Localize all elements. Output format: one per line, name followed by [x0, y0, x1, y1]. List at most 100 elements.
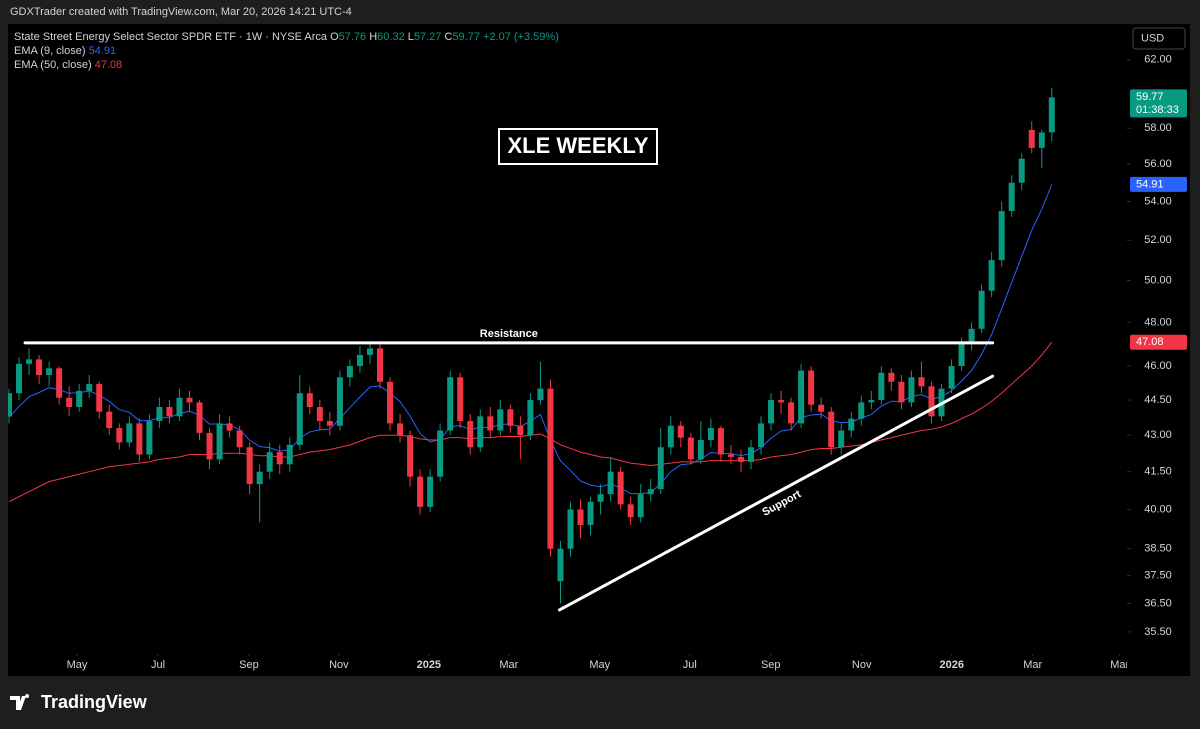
candle-body: [126, 423, 133, 443]
candle-body: [557, 548, 564, 582]
candle-body: [647, 489, 654, 495]
price-tag: [1130, 89, 1187, 118]
candle-body: [717, 428, 724, 455]
candle-body: [76, 390, 83, 408]
candle-body: [657, 447, 664, 490]
candle-body: [266, 452, 273, 472]
candle-body: [487, 416, 494, 431]
title-box: [498, 128, 658, 165]
x-tick-label: Sep: [239, 659, 259, 671]
candle-body: [627, 504, 634, 518]
candle-body: [958, 343, 965, 367]
candle-body: [116, 428, 123, 443]
legend-name: EMA (9, close): [14, 45, 86, 57]
candle-body: [798, 370, 805, 424]
candle-body: [517, 425, 524, 436]
y-tick-label: 58.00: [1144, 122, 1172, 134]
candle-body: [667, 425, 674, 448]
ohlc-label: C: [444, 31, 452, 43]
candle-body: [146, 421, 153, 455]
x-tick-label: Mar: [1110, 659, 1129, 671]
y-tick-label: 46.00: [1144, 360, 1172, 372]
candle-body: [206, 432, 213, 460]
legend-value: 54.91: [89, 45, 117, 57]
candle-body: [1038, 132, 1045, 148]
candle-body: [316, 407, 323, 422]
candle-body: [286, 444, 293, 465]
candle-body: [26, 359, 33, 364]
candle-body: [617, 471, 624, 505]
y-tick-label: 35.50: [1144, 626, 1172, 638]
candle-body: [697, 440, 704, 460]
price-tag-label: 54.91: [1136, 178, 1164, 190]
candle-body: [507, 409, 514, 426]
candle-body: [758, 423, 765, 448]
candle-body: [978, 290, 985, 329]
candle-body: [747, 447, 754, 462]
x-tick-label: Jul: [151, 659, 165, 671]
candle-body: [848, 418, 855, 431]
candle-body: [447, 377, 454, 431]
candle-body: [8, 393, 13, 417]
candle-body: [788, 402, 795, 424]
candle-body: [868, 400, 875, 403]
x-tick-label: 2025: [417, 659, 441, 671]
y-tick-label: 52.00: [1144, 234, 1172, 246]
candle-body: [587, 501, 594, 525]
y-tick-label: 62.00: [1144, 54, 1172, 66]
candle-body: [607, 471, 614, 495]
price-tag-label: 47.08: [1136, 336, 1164, 348]
candle-body: [46, 368, 53, 376]
y-tick-label: 36.50: [1144, 597, 1172, 609]
candle-body: [727, 454, 734, 457]
candle-body: [457, 377, 464, 422]
candle-body: [296, 393, 303, 445]
candle-body: [16, 363, 23, 394]
candle-body: [497, 409, 504, 431]
legend-entry: EMA (9, close) 54.91: [14, 45, 116, 57]
candle-body: [86, 384, 93, 391]
candle-body: [346, 366, 353, 378]
candle-body: [928, 386, 935, 417]
candle-body: [737, 456, 744, 462]
y-tick-label: 38.50: [1144, 543, 1172, 555]
y-tick-label: 40.00: [1144, 503, 1172, 515]
x-tick-label: Sep: [761, 659, 781, 671]
candle-body: [998, 211, 1005, 261]
currency[interactable]: USD: [1141, 32, 1164, 44]
candle-body: [637, 494, 644, 518]
candle-body: [768, 400, 775, 424]
ohlc-value: 57.27: [414, 31, 442, 43]
candle-body: [216, 423, 223, 460]
ohlc-value: 60.32: [377, 31, 405, 43]
candle-body: [106, 411, 113, 429]
candle-body: [427, 476, 434, 507]
candle-body: [376, 348, 383, 382]
y-tick-label: 50.00: [1144, 274, 1172, 286]
price-tag: [1130, 176, 1187, 192]
candle-body: [276, 452, 283, 465]
candle-body: [707, 428, 714, 441]
candle-body: [838, 430, 845, 448]
candle-body: [577, 509, 584, 525]
ohlc-value: 59.77: [452, 31, 480, 43]
logo-icon: [10, 694, 30, 710]
candle-body: [407, 435, 414, 477]
candle-body: [256, 471, 263, 485]
currency-button[interactable]: [1132, 27, 1186, 50]
candle-body: [156, 407, 163, 422]
x-tick-label: Nov: [329, 659, 349, 671]
y-tick-label: 56.00: [1144, 158, 1172, 170]
candle-body: [36, 359, 43, 376]
x-tick-label: May: [589, 659, 610, 671]
legend-name: EMA (50, close): [14, 59, 92, 71]
legend-value: 47.08: [95, 59, 123, 71]
candle-body: [1008, 182, 1015, 212]
candle-body: [778, 400, 785, 403]
x-tick-label: May: [67, 659, 88, 671]
ohlc-label: L: [408, 31, 414, 43]
candle-body: [467, 421, 474, 448]
